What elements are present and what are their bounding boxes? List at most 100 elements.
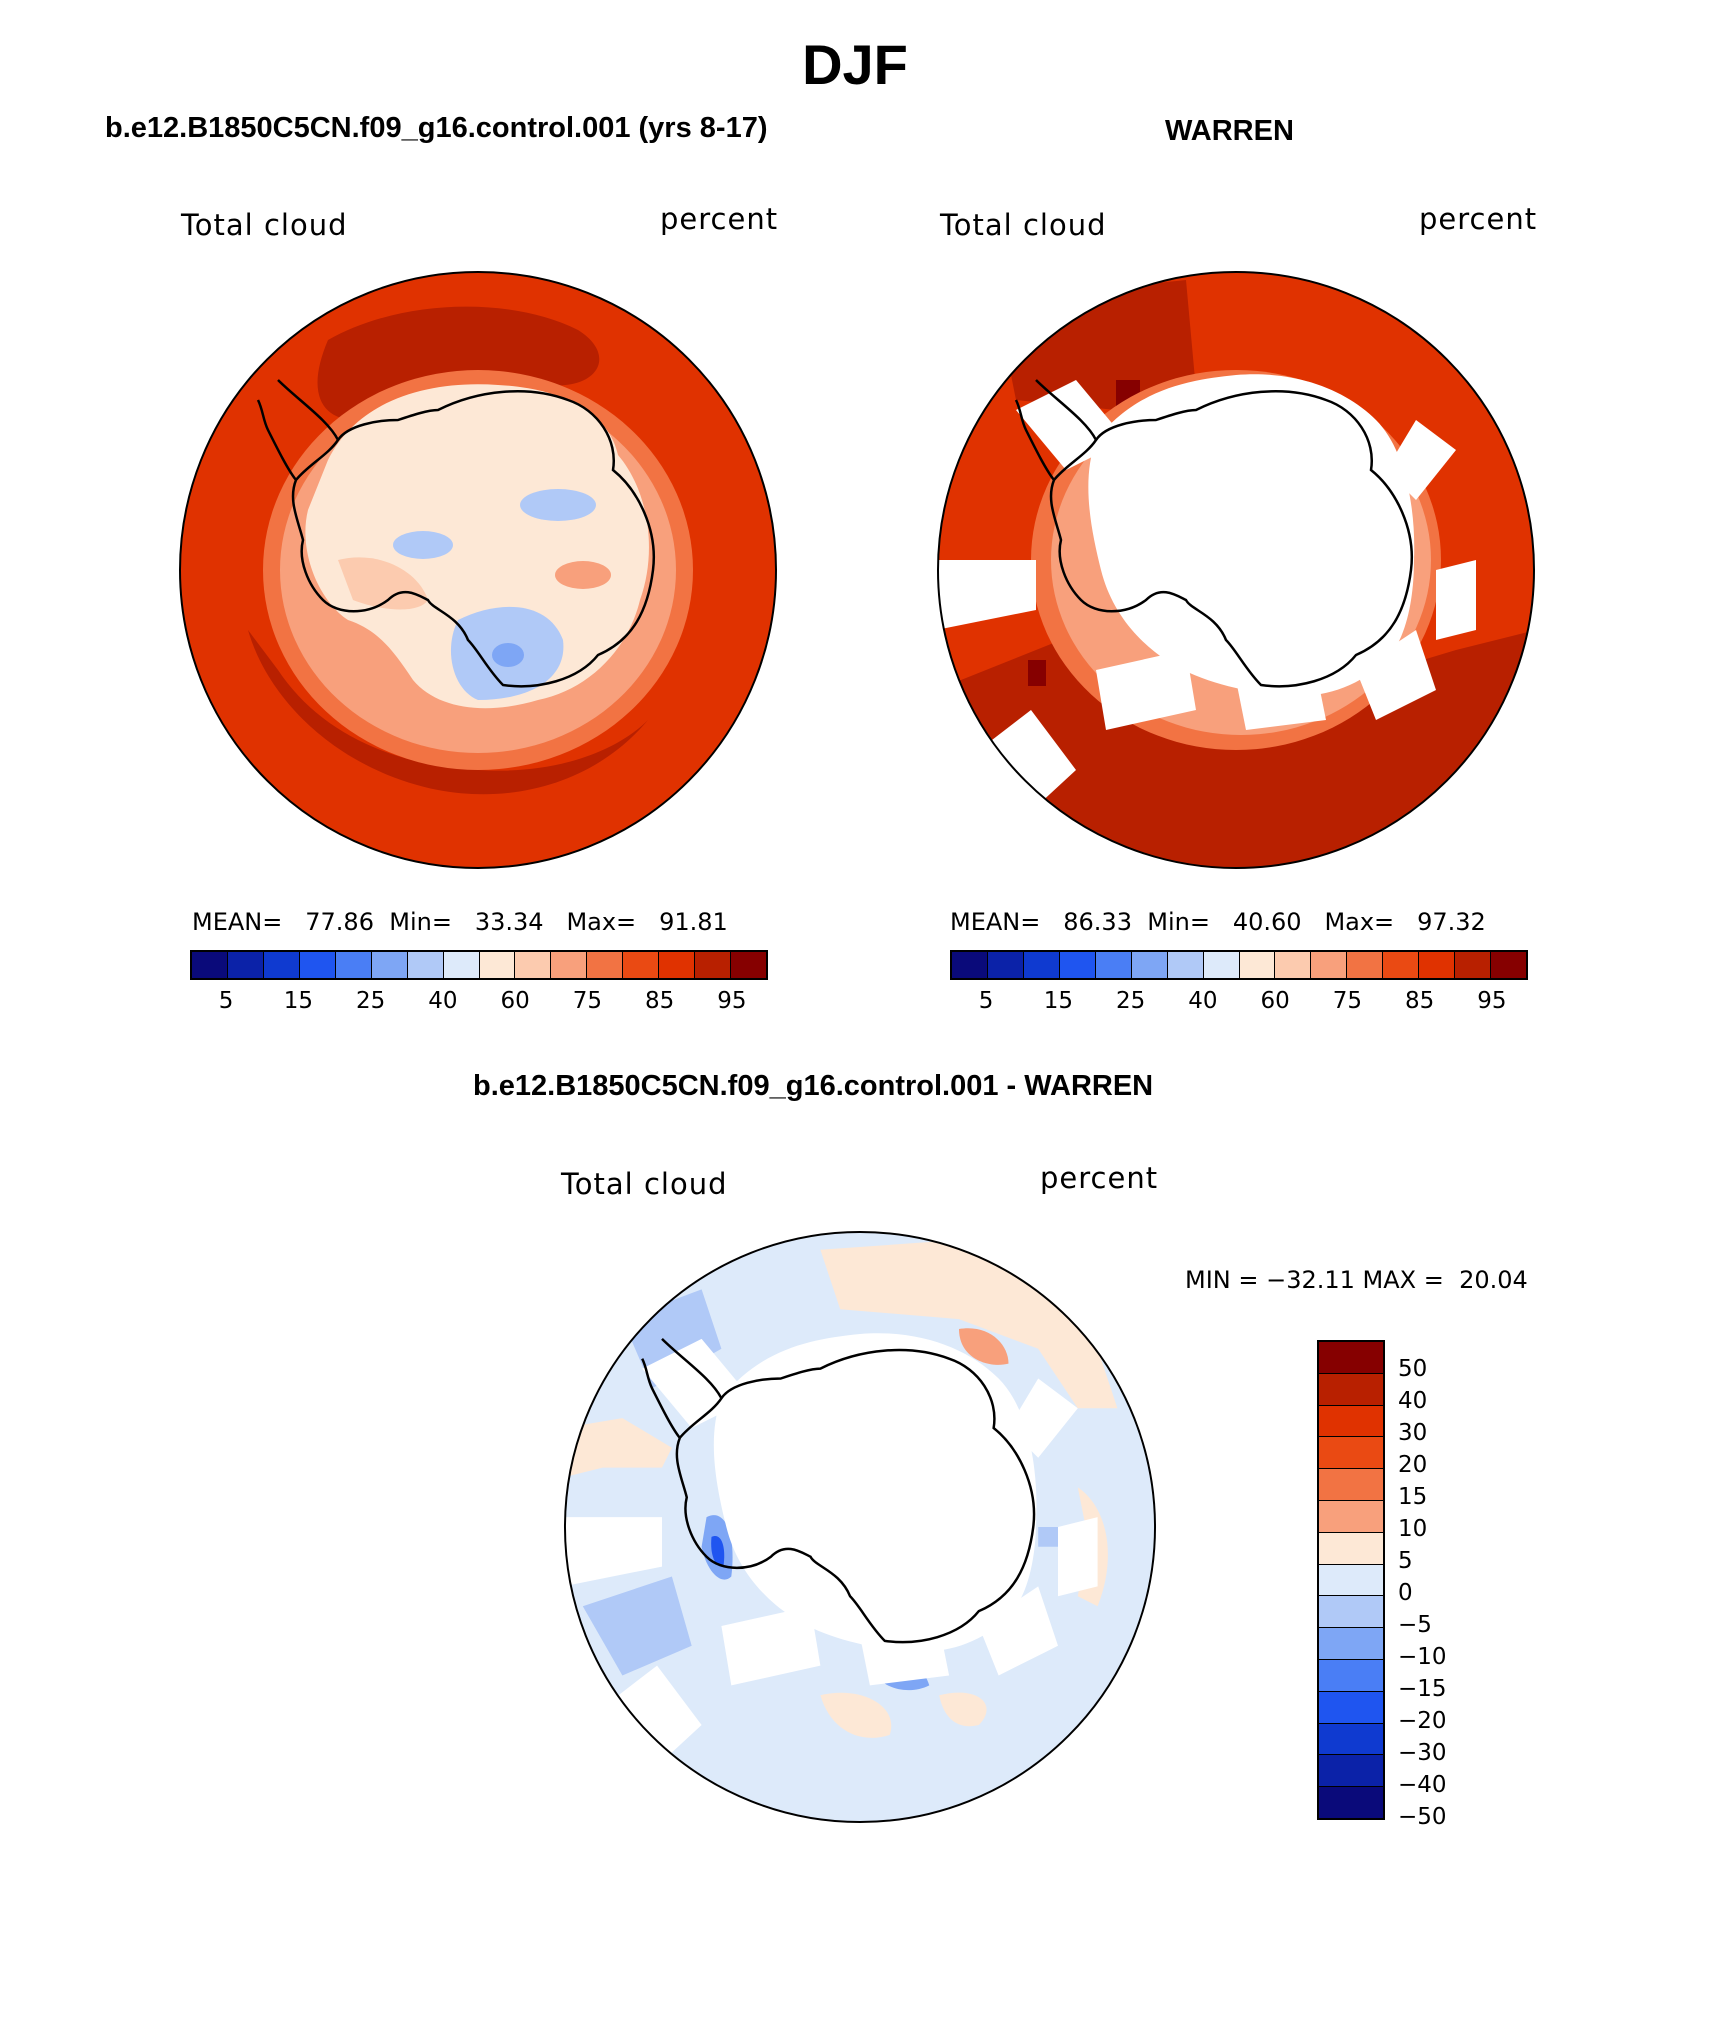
p2-max-label: Max= bbox=[1324, 908, 1395, 936]
p1-blue-region-2 bbox=[520, 489, 596, 521]
p2-peninsula bbox=[1014, 379, 1098, 481]
p1-mean-value: 77.86 bbox=[305, 908, 374, 936]
colorbar-tick-label: 75 bbox=[572, 988, 603, 1014]
colorbar-tick-label: −40 bbox=[1398, 1772, 1447, 1798]
colorbar-swatch bbox=[1319, 1532, 1383, 1565]
p1-coastline bbox=[291, 390, 656, 688]
panel1-colorbar bbox=[190, 950, 768, 980]
colorbar-tick-label: 40 bbox=[1188, 988, 1218, 1014]
colorbar-swatch bbox=[1319, 1691, 1383, 1724]
colorbar-swatch bbox=[1319, 1787, 1383, 1818]
panel3-colorbar-ticks: 50 40 30 20 15 10 5 0 −5 −10 −15 −20 −30 −40 −50 bbox=[1398, 1340, 1478, 1830]
colorbar-swatch bbox=[443, 952, 480, 978]
p3-pink-west bbox=[564, 1418, 672, 1478]
p2-min-value: 40.60 bbox=[1232, 908, 1302, 936]
p3-coastline bbox=[675, 1348, 1036, 1644]
panel1-title: b.e12.B1850C5CN.f09_g16.control.001 (yrs… bbox=[105, 112, 768, 144]
colorbar-tick-label: 15 bbox=[1398, 1484, 1428, 1510]
colorbar-swatch bbox=[1319, 1564, 1383, 1597]
p2-missing-wedge-5 bbox=[1436, 560, 1476, 640]
colorbar-swatch bbox=[1383, 952, 1420, 978]
colorbar-tick-label: 0 bbox=[1398, 1580, 1413, 1606]
colorbar-swatch bbox=[1023, 952, 1060, 978]
colorbar-swatch bbox=[1319, 1469, 1383, 1501]
p1-blue-region-4 bbox=[492, 643, 524, 667]
panel2-colorbar-ticks: 5 15 25 40 60 75 85 95 bbox=[950, 988, 1528, 1018]
p2-mean-value: 86.33 bbox=[1063, 908, 1132, 936]
p3-missing-wedge-6 bbox=[978, 1586, 1058, 1676]
panel1-units-label: percent bbox=[660, 202, 779, 236]
panel3-minmax: MIN = −32.11 MAX = 20.04 bbox=[1185, 1266, 1528, 1294]
colorbar-tick-label: 15 bbox=[1043, 988, 1074, 1014]
p3-peninsula bbox=[641, 1338, 723, 1439]
colorbar-swatch bbox=[1311, 952, 1348, 978]
p1-land-orange-patch bbox=[338, 557, 428, 610]
colorbar-swatch bbox=[1319, 1628, 1383, 1660]
panel1-polar-map bbox=[179, 271, 777, 869]
p1-mean-label: MEAN= bbox=[192, 908, 283, 936]
p3-missing-wedge-7 bbox=[860, 1626, 950, 1686]
panel2-title: WARREN bbox=[1165, 115, 1294, 147]
p3-pink-south2 bbox=[939, 1692, 987, 1727]
colorbar-tick-label: 85 bbox=[1404, 988, 1435, 1014]
p3-orange-north bbox=[959, 1328, 1009, 1365]
colorbar-swatch bbox=[695, 952, 732, 978]
p1-continent-fill bbox=[305, 384, 649, 709]
colorbar-tick-label: 50 bbox=[1398, 1356, 1428, 1382]
colorbar-swatch bbox=[1319, 1596, 1383, 1629]
p1-map-border bbox=[179, 271, 777, 869]
panel2-colorbar bbox=[950, 950, 1528, 980]
p1-blue-region-3 bbox=[393, 531, 453, 559]
p3-blue-southwest bbox=[582, 1576, 692, 1676]
colorbar-swatch bbox=[227, 952, 264, 978]
p2-coastline bbox=[1049, 390, 1414, 688]
p2-missing-wedge-4 bbox=[1386, 420, 1456, 500]
panel3-title: b.e12.B1850C5CN.f09_g16.control.001 - WA… bbox=[473, 1070, 1154, 1102]
p2-continent-white bbox=[1088, 374, 1415, 697]
colorbar-swatch bbox=[1167, 952, 1204, 978]
colorbar-swatch bbox=[515, 952, 552, 978]
colorbar-tick-label: −10 bbox=[1398, 1644, 1447, 1670]
p2-missing-wedge-8 bbox=[1096, 650, 1196, 730]
colorbar-swatch bbox=[263, 952, 300, 978]
p2-min-label: Min= bbox=[1147, 908, 1210, 936]
colorbar-swatch bbox=[1319, 1723, 1383, 1756]
p1-min-value: 33.34 bbox=[474, 908, 544, 936]
colorbar-swatch bbox=[192, 952, 228, 978]
colorbar-tick-label: 5 bbox=[1398, 1548, 1413, 1574]
colorbar-swatch bbox=[731, 952, 766, 978]
colorbar-tick-label: −30 bbox=[1398, 1740, 1447, 1766]
colorbar-tick-label: −50 bbox=[1398, 1804, 1447, 1830]
p3-pink-south bbox=[820, 1692, 892, 1738]
colorbar-tick-label: 60 bbox=[1260, 988, 1290, 1014]
colorbar-tick-label: 25 bbox=[1115, 988, 1146, 1014]
colorbar-swatch bbox=[987, 952, 1024, 978]
p3-missing-wedge-4 bbox=[1008, 1378, 1078, 1458]
p1-max-label: Max= bbox=[566, 908, 637, 936]
colorbar-tick-label: 10 bbox=[1398, 1516, 1428, 1542]
p1-max-value: 91.81 bbox=[659, 908, 728, 936]
colorbar-swatch bbox=[1419, 952, 1456, 978]
p3-missing-wedge-8 bbox=[721, 1606, 821, 1686]
colorbar-swatch bbox=[1319, 1437, 1383, 1470]
colorbar-swatch bbox=[1095, 952, 1132, 978]
colorbar-tick-label: −15 bbox=[1398, 1676, 1447, 1702]
p2-map-border bbox=[937, 271, 1535, 869]
p1-min-label: Min= bbox=[389, 908, 452, 936]
colorbar-swatch bbox=[1491, 952, 1526, 978]
panel1-variable-label: Total cloud bbox=[181, 208, 348, 242]
p2-mean-label: MEAN= bbox=[950, 908, 1041, 936]
p1-dark-band-south bbox=[248, 630, 648, 795]
colorbar-tick-label: 95 bbox=[1477, 988, 1507, 1014]
colorbar-swatch bbox=[551, 952, 588, 978]
panel3-variable-label: Total cloud bbox=[561, 1167, 728, 1201]
colorbar-swatch bbox=[623, 952, 660, 978]
colorbar-tick-label: 40 bbox=[428, 988, 458, 1014]
colorbar-tick-label: 75 bbox=[1332, 988, 1363, 1014]
colorbar-swatch bbox=[659, 952, 696, 978]
colorbar-swatch bbox=[1319, 1405, 1383, 1438]
p2-missing-wedge-1 bbox=[938, 560, 1036, 630]
colorbar-swatch bbox=[1319, 1373, 1383, 1406]
colorbar-tick-label: 85 bbox=[644, 988, 675, 1014]
colorbar-tick-label: −5 bbox=[1398, 1612, 1432, 1638]
